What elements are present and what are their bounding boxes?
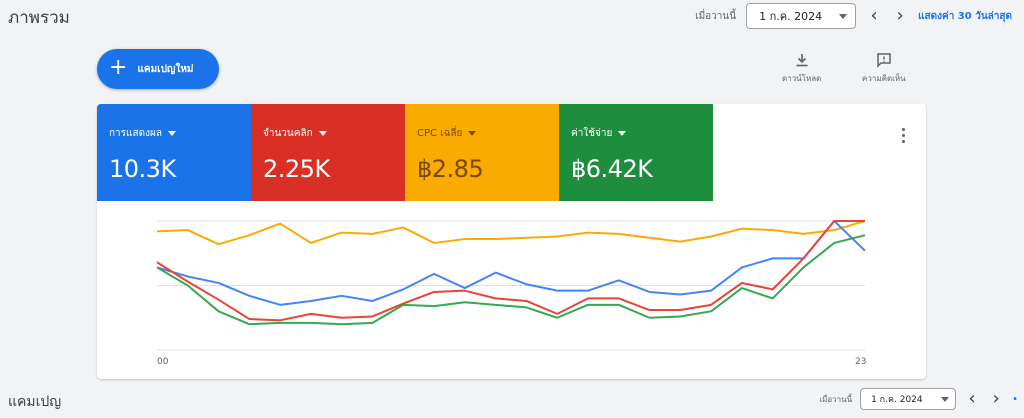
series-line-0 [156, 220, 866, 246]
chevron-left-icon[interactable]: ‹ [968, 388, 976, 409]
series-line-2 [156, 220, 865, 322]
plus-icon: + [109, 55, 128, 80]
dropdown-caret-icon [839, 13, 848, 19]
dropdown-caret-icon [941, 396, 950, 402]
metric-label: การแสดงผล [109, 128, 162, 139]
x-tick-label: 23 [855, 357, 866, 367]
download-button[interactable]: ดาวน์โหลด [782, 52, 821, 85]
metric-impressions[interactable]: การแสดงผล 10.3K [97, 104, 251, 201]
date-range-select[interactable]: 1 ก.ค. 2024 [860, 388, 957, 410]
chevron-left-icon[interactable]: ‹ [870, 5, 878, 26]
date-range-select[interactable]: 1 ก.ค. 2024 [746, 3, 857, 29]
date-range-label: เมื่อวานนี้ [819, 394, 853, 404]
metric-label: ค่าใช้จ่าย [571, 128, 613, 139]
date-range-value: 1 ก.ค. 2024 [759, 10, 823, 23]
metric-label: จำนวนคลิก [263, 128, 313, 139]
dropdown-caret-icon [618, 131, 627, 136]
feedback-button[interactable]: ความคิดเห็น [862, 52, 906, 85]
new-campaign-button[interactable]: + แคมเปญใหม่ [97, 49, 219, 89]
chevron-right-icon[interactable]: › [896, 5, 904, 26]
download-icon [796, 54, 808, 67]
more-vert-icon[interactable] [902, 128, 906, 143]
series-line-1 [156, 220, 866, 306]
chevron-right-icon[interactable]: › [992, 388, 1000, 409]
campaigns-date-toolbar: เมื่อวานนี้ 1 ก.ค. 2024 ‹ › • [819, 388, 1018, 410]
series-line-3 [156, 234, 866, 326]
dropdown-caret-icon [318, 131, 327, 136]
dropdown-caret-icon [468, 131, 477, 136]
dropdown-caret-icon [167, 131, 176, 136]
new-campaign-label: แคมเปญใหม่ [137, 63, 194, 75]
show-last-30-days-link[interactable]: แสดงค่า 30 วันล่าสุด [918, 10, 1012, 22]
metric-value: ฿2.85 [417, 155, 484, 183]
feedback-label: ความคิดเห็น [862, 74, 906, 83]
metric-label: CPC เฉลี่ย [417, 128, 463, 139]
download-label: ดาวน์โหลด [782, 74, 822, 83]
date-toolbar: เมื่อวานนี้ 1 ก.ค. 2024 ‹ › แสดงค่า 30 ว… [695, 3, 1012, 29]
feedback-icon [877, 53, 891, 68]
date-range-label: เมื่อวานนี้ [695, 10, 737, 22]
campaigns-section-title: แคมเปญ [8, 394, 62, 410]
metric-value: 10.3K [109, 155, 176, 183]
metric-value: 2.25K [263, 155, 330, 183]
more-link-icon[interactable]: • [1012, 393, 1018, 405]
performance-line-chart: 00 23 [156, 220, 866, 367]
performance-card: การแสดงผล 10.3K จำนวนคลิก 2.25K CPC เฉลี… [97, 104, 926, 379]
x-tick-label: 00 [157, 357, 169, 367]
metric-tiles: การแสดงผล 10.3K จำนวนคลิก 2.25K CPC เฉลี… [97, 104, 926, 201]
metric-avg-cpc[interactable]: CPC เฉลี่ย ฿2.85 [405, 104, 559, 201]
page-title: ภาพรวม [8, 8, 70, 28]
metric-value: ฿6.42K [571, 155, 653, 183]
date-range-value: 1 ก.ค. 2024 [871, 395, 923, 405]
metric-clicks[interactable]: จำนวนคลิก 2.25K [251, 104, 405, 201]
metric-cost[interactable]: ค่าใช้จ่าย ฿6.42K [559, 104, 713, 201]
